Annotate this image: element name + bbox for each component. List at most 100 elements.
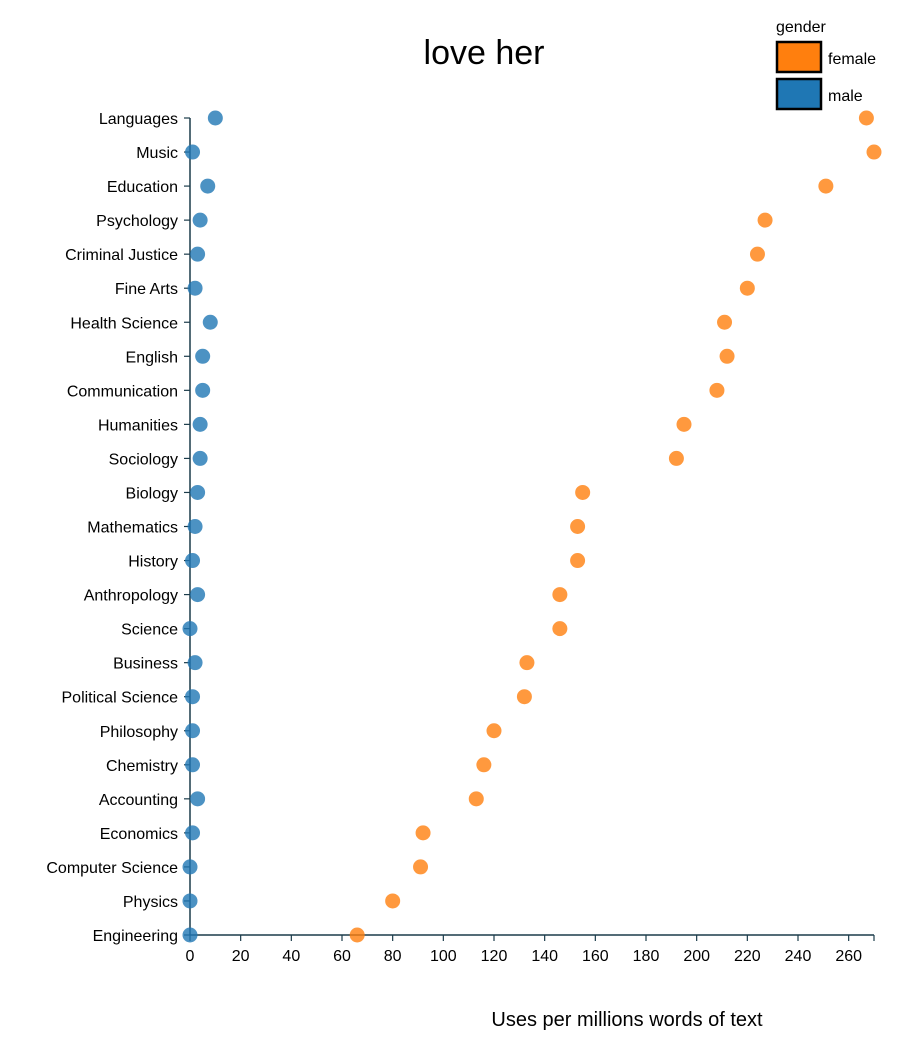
- y-tick-label: Health Science: [70, 315, 178, 332]
- y-tick-label: Fine Arts: [115, 281, 178, 298]
- dot-female-music[interactable]: [866, 144, 882, 160]
- x-tick-label: 240: [785, 948, 812, 965]
- x-tick-label: 180: [633, 948, 660, 965]
- dot-female-computer-science[interactable]: [413, 859, 429, 875]
- dot-female-health-science[interactable]: [717, 314, 733, 330]
- y-tick-label: Music: [136, 145, 178, 162]
- x-tick-label: 220: [734, 948, 761, 965]
- dot-male-languages[interactable]: [207, 110, 223, 126]
- dot-female-psychology[interactable]: [757, 212, 773, 228]
- axis-layer: Languages Music Education Psychology Crimina…: [46, 111, 875, 965]
- dot-male-accounting[interactable]: [190, 791, 206, 807]
- x-tick-label: 160: [582, 948, 609, 965]
- dot-female-humanities[interactable]: [676, 416, 692, 432]
- dot-male-computer-science[interactable]: [182, 859, 198, 875]
- dot-female-biology[interactable]: [575, 484, 591, 500]
- y-tick-label: Sociology: [109, 451, 178, 468]
- y-tick-label: Philosophy: [100, 724, 178, 741]
- y-tick-label: Accounting: [99, 792, 178, 809]
- dot-male-business[interactable]: [187, 655, 203, 671]
- y-tick-label: Anthropology: [84, 588, 178, 605]
- dot-male-physics[interactable]: [182, 893, 198, 909]
- dot-female-economics[interactable]: [415, 825, 431, 841]
- dot-male-political-science[interactable]: [185, 689, 201, 705]
- dot-male-communication[interactable]: [195, 382, 211, 398]
- y-tick-label: Science: [121, 622, 178, 639]
- dot-female-physics[interactable]: [385, 893, 401, 909]
- dot-female-science[interactable]: [552, 621, 568, 637]
- y-tick-label: Biology: [126, 485, 178, 502]
- x-tick-label: 140: [531, 948, 558, 965]
- y-tick-label: Mathematics: [87, 520, 178, 537]
- dot-female-criminal-justice[interactable]: [749, 246, 765, 262]
- dot-male-mathematics[interactable]: [187, 519, 203, 534]
- x-tick-label: 0: [186, 948, 195, 965]
- dot-female-accounting[interactable]: [468, 791, 484, 807]
- dot-female-sociology[interactable]: [668, 450, 684, 466]
- y-tick-label: Humanities: [98, 417, 178, 434]
- x-axis-title: Uses per millions words of text: [491, 1009, 763, 1031]
- x-tick-label: 20: [232, 948, 250, 965]
- dot-male-science[interactable]: [182, 621, 198, 637]
- dot-male-education[interactable]: [200, 178, 216, 194]
- dot-female-mathematics[interactable]: [570, 519, 586, 534]
- dot-female-fine-arts[interactable]: [739, 280, 755, 296]
- y-tick-label: Languages: [99, 111, 178, 128]
- dot-female-communication[interactable]: [709, 382, 725, 398]
- dot-male-health-science[interactable]: [202, 314, 218, 330]
- y-tick-label: Communication: [67, 383, 178, 400]
- chart-title: love her: [424, 34, 545, 72]
- y-tick-label: Computer Science: [46, 860, 178, 877]
- legend-label-male: male: [828, 88, 863, 105]
- dot-male-criminal-justice[interactable]: [190, 246, 206, 262]
- legend-swatch-male[interactable]: [775, 77, 823, 111]
- dot-female-history[interactable]: [570, 553, 586, 569]
- legend: gender female male: [775, 19, 876, 111]
- dot-female-english[interactable]: [719, 348, 735, 364]
- y-tick-label: Criminal Justice: [65, 247, 178, 264]
- dot-male-engineering[interactable]: [182, 927, 198, 943]
- legend-title: gender: [776, 19, 826, 36]
- dot-male-psychology[interactable]: [192, 212, 208, 228]
- x-tick-label: 200: [683, 948, 710, 965]
- dot-male-economics[interactable]: [185, 825, 201, 841]
- y-tick-label: Chemistry: [106, 758, 178, 775]
- x-tick-label: 80: [384, 948, 402, 965]
- dot-female-anthropology[interactable]: [552, 587, 568, 603]
- dot-female-philosophy[interactable]: [486, 723, 502, 739]
- dots-layer: [182, 110, 882, 943]
- dot-female-engineering[interactable]: [349, 927, 365, 943]
- y-tick-label: Business: [113, 656, 178, 673]
- y-tick-label: History: [128, 554, 178, 571]
- dot-female-education[interactable]: [818, 178, 834, 194]
- dot-male-chemistry[interactable]: [185, 757, 201, 773]
- y-tick-label: Education: [107, 179, 178, 196]
- dot-male-history[interactable]: [185, 553, 201, 569]
- dot-male-philosophy[interactable]: [185, 723, 201, 739]
- y-tick-label: Physics: [123, 894, 178, 911]
- y-tick-label: English: [126, 349, 178, 366]
- y-tick-label: Economics: [100, 826, 178, 843]
- dot-male-music[interactable]: [185, 144, 201, 160]
- legend-label-female: female: [828, 51, 876, 68]
- y-tick-label: Engineering: [93, 928, 178, 945]
- dot-male-sociology[interactable]: [192, 450, 208, 466]
- dot-male-english[interactable]: [195, 348, 211, 364]
- dot-male-anthropology[interactable]: [190, 587, 206, 603]
- x-tick-label: 40: [282, 948, 300, 965]
- dot-female-languages[interactable]: [858, 110, 874, 126]
- x-tick-label: 60: [333, 948, 351, 965]
- legend-swatch-female[interactable]: [775, 40, 823, 74]
- y-tick-label: Political Science: [62, 690, 179, 707]
- dot-male-fine-arts[interactable]: [187, 280, 203, 296]
- x-tick-label: 120: [481, 948, 508, 965]
- dot-female-business[interactable]: [519, 655, 535, 671]
- dot-male-humanities[interactable]: [192, 416, 208, 432]
- dot-male-biology[interactable]: [190, 484, 206, 500]
- dot-female-chemistry[interactable]: [476, 757, 492, 773]
- y-tick-label: Psychology: [96, 213, 178, 230]
- dot-female-political-science[interactable]: [516, 689, 532, 705]
- x-tick-label: 260: [835, 948, 862, 965]
